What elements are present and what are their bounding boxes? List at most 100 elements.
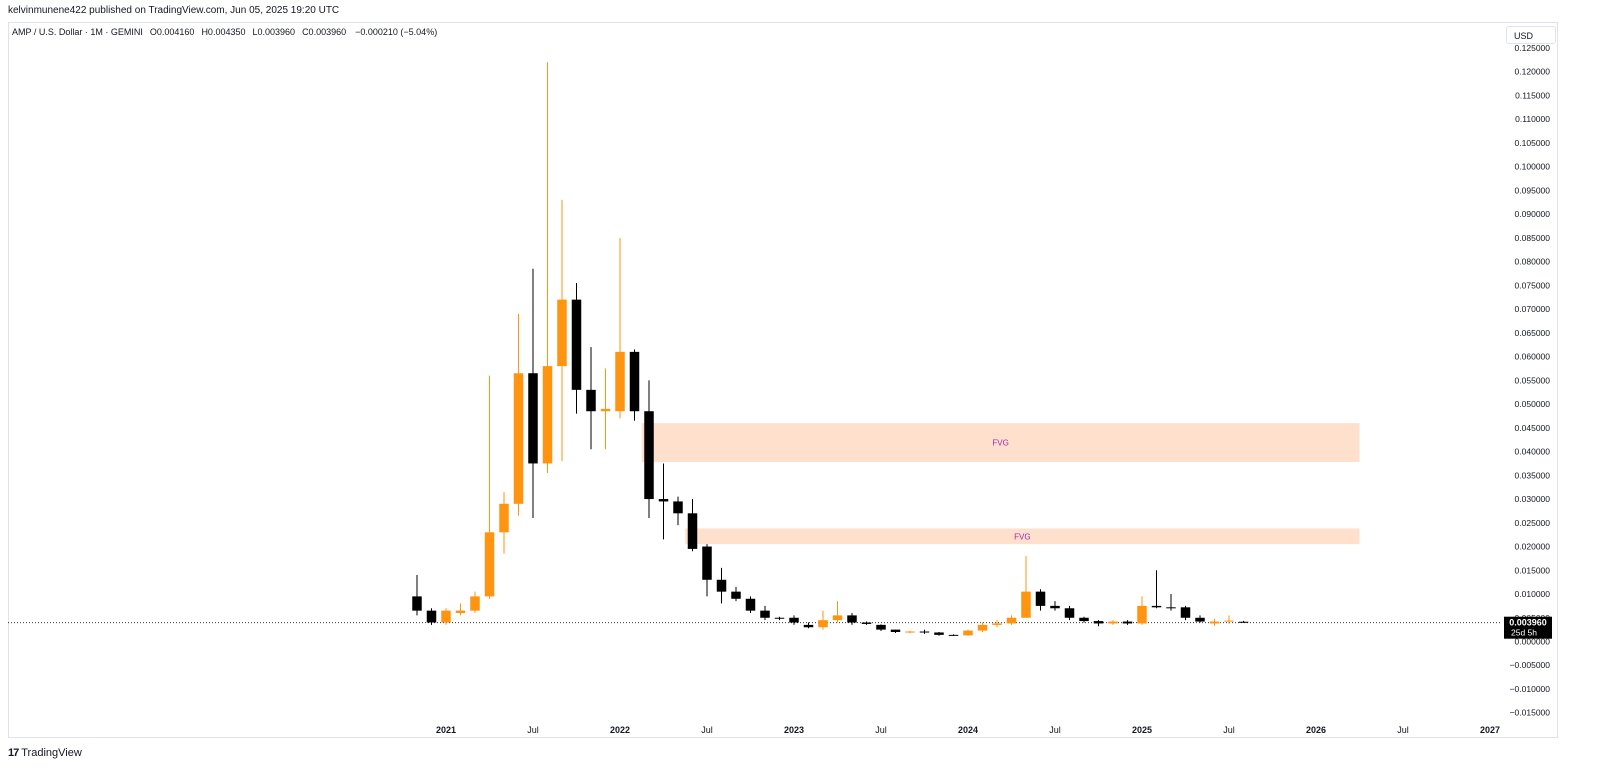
candle — [905, 630, 915, 634]
y-tick-label: 0.010000 — [1515, 589, 1551, 599]
candle-body — [702, 546, 712, 580]
candle-body — [789, 617, 799, 623]
x-tick-label: 2027 — [1480, 725, 1500, 735]
candle-body — [890, 629, 901, 633]
y-tick-label: −0.015000 — [1510, 708, 1551, 718]
candle — [832, 601, 843, 623]
y-tick-label: 0.120000 — [1515, 67, 1551, 77]
candle-body — [484, 532, 495, 597]
y-tick-label: 0.040000 — [1515, 447, 1551, 457]
candle-body — [861, 622, 872, 624]
candle — [1166, 594, 1176, 611]
candle — [412, 575, 422, 616]
candle — [1079, 616, 1089, 623]
candle-body — [412, 596, 422, 611]
candle-body — [803, 624, 814, 628]
candle-body — [1238, 621, 1249, 623]
candle-body — [992, 623, 1002, 625]
candle-body — [1151, 605, 1162, 608]
candle-body — [1209, 621, 1220, 624]
candle-body — [455, 610, 466, 614]
candle — [557, 199, 567, 462]
candle — [1093, 620, 1104, 627]
y-tick-label: 0.045000 — [1515, 423, 1551, 433]
candle-body — [919, 631, 930, 633]
x-tick-label: 2024 — [958, 725, 978, 735]
y-tick-label: −0.005000 — [1510, 660, 1551, 670]
candle-body — [731, 591, 741, 599]
chart-frame — [8, 22, 1558, 738]
legend-high: H0.004350 — [201, 27, 246, 37]
candle-body — [470, 596, 480, 611]
legend-change: −0.000210 (−5.04%) — [355, 27, 438, 37]
candle — [774, 616, 785, 621]
candle — [629, 349, 640, 421]
candle-body — [557, 299, 567, 367]
candle-body — [644, 411, 654, 500]
candle-body — [1021, 591, 1031, 618]
y-tick-label: 0.100000 — [1515, 162, 1551, 172]
candle-body — [600, 408, 611, 412]
x-tick-label: Jul — [701, 725, 713, 735]
fvg-zone — [685, 528, 1360, 545]
y-tick-label: 0.060000 — [1515, 352, 1551, 362]
candle — [963, 629, 973, 636]
candle-body — [963, 630, 973, 636]
candle — [1195, 615, 1205, 623]
x-tick-label: Jul — [875, 725, 887, 735]
candle — [499, 491, 509, 554]
bar-countdown: 25d 5h — [1511, 628, 1537, 638]
y-tick-label: −0.010000 — [1510, 684, 1551, 694]
fvg-zones: FVG FVG — [641, 423, 1360, 545]
candle-body — [1079, 617, 1089, 622]
candle — [948, 634, 959, 636]
candle — [702, 544, 712, 597]
candle-body — [571, 299, 582, 390]
x-tick-label: 2022 — [610, 725, 630, 735]
currency-button[interactable]: USD — [1506, 26, 1556, 44]
candle-body — [876, 624, 886, 630]
candle — [977, 622, 988, 633]
candle-body — [687, 513, 698, 549]
candle-body — [1035, 591, 1046, 606]
candle — [426, 608, 437, 625]
fvg-zone — [641, 423, 1360, 463]
candle-body — [673, 501, 683, 514]
y-tick-label: 0.115000 — [1515, 90, 1550, 100]
candle — [441, 608, 451, 625]
y-tick-label: 0.000000 — [1515, 637, 1551, 647]
y-tick-label: 0.075000 — [1515, 280, 1551, 290]
candle — [1209, 618, 1220, 626]
candle — [673, 496, 683, 526]
tradingview-brand: TradingView — [21, 747, 82, 759]
candle-body — [1006, 617, 1017, 624]
x-tick-label: Jul — [1397, 725, 1409, 735]
y-tick-label: 0.125000 — [1515, 43, 1551, 53]
candle-body — [1195, 617, 1205, 622]
x-tick-label: Jul — [1049, 725, 1061, 735]
candle-body — [1137, 605, 1147, 624]
candle-body — [586, 389, 596, 412]
candle — [745, 596, 756, 614]
y-tick-label: 0.110000 — [1515, 114, 1550, 124]
y-tick-label: 0.025000 — [1515, 518, 1551, 528]
x-axis: 2021 Jul 2022 Jul 2023 Jul 2024 Jul 2025 Jul 2026 J… — [436, 725, 1500, 735]
y-tick-label: 0.080000 — [1515, 257, 1551, 267]
candle-body — [542, 366, 553, 464]
y-tick-label: 0.070000 — [1515, 304, 1551, 314]
symbol-title[interactable]: AMP / U.S. Dollar · 1M · GEMINI — [12, 27, 143, 37]
candle — [1064, 605, 1075, 621]
candle — [1050, 601, 1060, 611]
candle — [1122, 620, 1133, 625]
candle-body — [1050, 605, 1060, 609]
tradingview-logo[interactable]: 17 TradingView — [8, 747, 82, 759]
candle — [847, 613, 857, 625]
price-tag-box — [1504, 616, 1552, 639]
candle — [615, 237, 625, 419]
candle-body — [934, 632, 944, 635]
candle-body — [745, 598, 756, 611]
candles — [412, 62, 1249, 636]
candle-body — [499, 503, 509, 533]
